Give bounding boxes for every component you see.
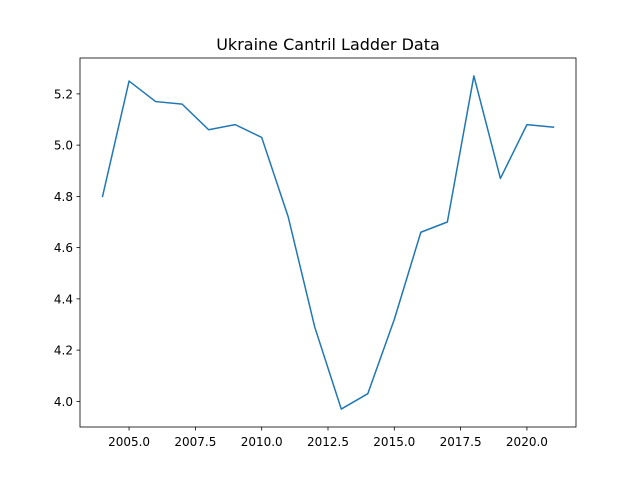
- x-tick-label: 2017.5: [440, 435, 482, 449]
- x-tick-label: 2015.0: [373, 435, 415, 449]
- x-tick-label: 2005.0: [108, 435, 150, 449]
- y-tick-label: 4.4: [54, 292, 73, 306]
- series-line-0: [101, 75, 555, 410]
- y-tick-label: 4.6: [54, 241, 73, 255]
- y-tick-label: 5.0: [54, 139, 73, 153]
- y-tick-label: 4.8: [54, 190, 73, 204]
- y-tick-label: 4.0: [54, 395, 73, 409]
- plot-area: 2005.0 2007.5 2010.0 2012.5 2015.0 2017.5 2020…: [54, 57, 577, 449]
- x-tick-label: 2020.0: [506, 435, 548, 449]
- x-tick-label: 2007.5: [174, 435, 216, 449]
- y-tick-label: 5.2: [54, 87, 73, 101]
- x-tick-label: 2010.0: [241, 435, 283, 449]
- chart-title: Ukraine Cantril Ladder Data: [216, 35, 440, 54]
- x-tick-label: 2012.5: [307, 435, 349, 449]
- y-tick-label: 4.2: [54, 344, 73, 358]
